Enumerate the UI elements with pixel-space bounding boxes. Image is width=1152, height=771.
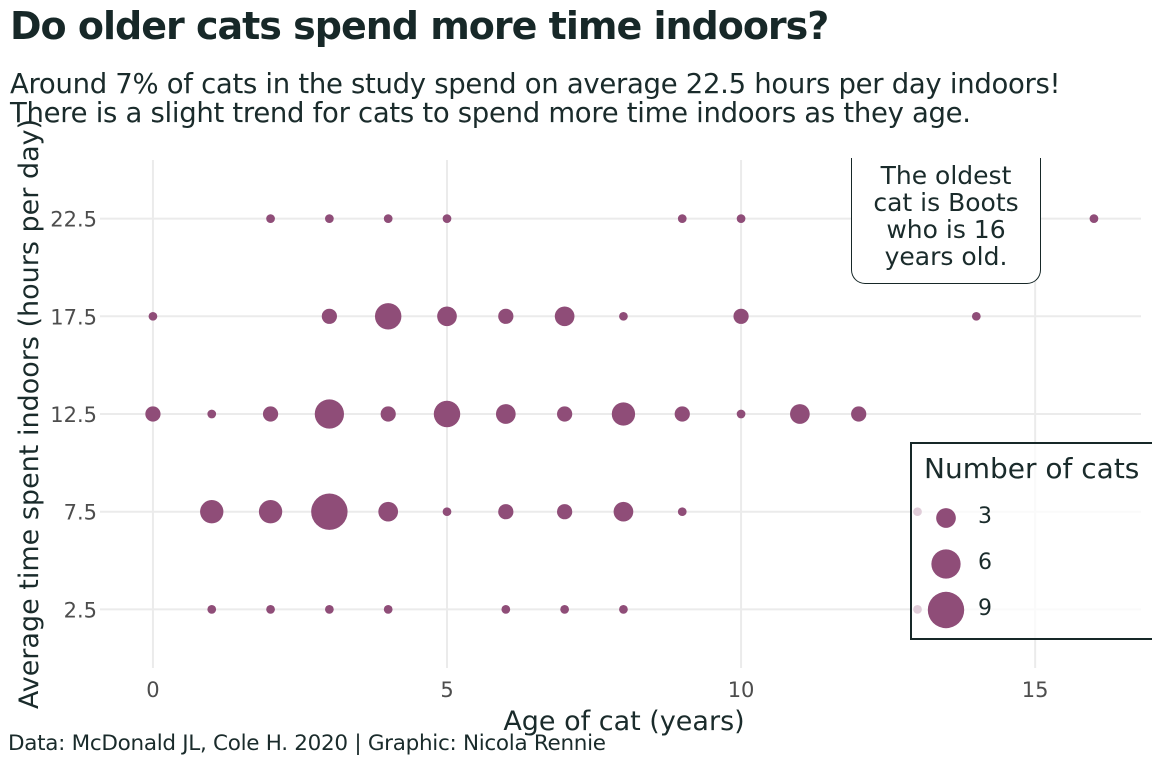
- data-point: [321, 308, 337, 324]
- y-axis-title: Average time spent indoors (hours per da…: [14, 119, 45, 709]
- data-point: [495, 404, 516, 424]
- x-axis-ticks: 0 5 10 15: [146, 678, 1048, 702]
- data-point: [262, 406, 279, 422]
- data-point: [258, 500, 283, 524]
- annotation-line: years old.: [884, 242, 1008, 271]
- data-point: [674, 406, 690, 422]
- data-point: [733, 308, 749, 324]
- legend-item: 6: [912, 542, 1112, 586]
- data-point: [560, 605, 569, 614]
- legend-label: 6: [978, 550, 992, 575]
- data-point: [207, 409, 217, 419]
- data-point: [442, 214, 452, 223]
- y-tick-label: 17.5: [50, 305, 97, 329]
- data-point: [380, 406, 396, 422]
- data-point: [378, 501, 399, 522]
- data-point: [374, 303, 402, 330]
- annotation-line: who is 16: [886, 215, 1006, 244]
- legend: Number of cats 3 6 9: [910, 442, 1152, 640]
- legend-label: 3: [978, 504, 992, 529]
- legend-item: 9: [912, 588, 1112, 632]
- y-axis-ticks: 2.5 7.5 12.5 17.5 22.5: [50, 208, 97, 623]
- legend-item: 3: [912, 496, 1112, 540]
- data-point: [325, 605, 334, 614]
- legend-circle: [927, 591, 965, 629]
- data-point: [148, 311, 158, 321]
- data-point: [736, 409, 746, 419]
- legend-key-circle: [927, 591, 965, 629]
- data-point: [311, 493, 348, 530]
- data-point: [498, 504, 514, 520]
- data-point: [613, 501, 634, 522]
- legend-title: Number of cats: [924, 452, 1140, 485]
- x-tick-label: 0: [146, 678, 159, 702]
- y-tick-label: 7.5: [64, 501, 97, 525]
- annotation-line: cat is Boots: [873, 188, 1019, 217]
- x-tick-label: 15: [1022, 678, 1049, 702]
- legend-label: 9: [978, 596, 992, 621]
- legend-circle: [936, 508, 956, 528]
- data-point: [736, 214, 746, 223]
- data-point: [207, 605, 217, 614]
- data-point: [325, 214, 334, 223]
- data-point: [1089, 214, 1099, 223]
- chart-caption: Data: McDonald JL, Cole H. 2020 | Graphi…: [8, 731, 606, 756]
- x-tick-label: 10: [728, 678, 755, 702]
- x-axis-title: Age of cat (years): [503, 706, 744, 737]
- x-tick-label: 5: [440, 678, 453, 702]
- data-point: [145, 406, 161, 422]
- data-point: [611, 402, 636, 426]
- data-point: [266, 605, 275, 614]
- legend-key-circle: [931, 549, 961, 579]
- data-point: [619, 605, 628, 614]
- y-tick-label: 2.5: [64, 598, 97, 622]
- annotation-line: The oldest: [880, 161, 1012, 190]
- data-point: [619, 311, 628, 321]
- data-point: [557, 406, 573, 422]
- data-point: [557, 504, 573, 520]
- legend-key-circle: [936, 508, 956, 528]
- data-point: [433, 400, 461, 428]
- data-point: [383, 605, 393, 614]
- data-point: [851, 406, 867, 422]
- data-point: [200, 500, 224, 524]
- annotation-box: The oldest cat is Boots who is 16 years …: [851, 158, 1041, 284]
- data-point: [442, 507, 452, 517]
- data-point: [437, 306, 457, 327]
- data-point: [677, 214, 687, 223]
- data-point: [501, 605, 511, 614]
- data-point: [314, 399, 345, 429]
- chart-title: Do older cats spend more time indoors?: [10, 4, 829, 48]
- data-point: [790, 404, 810, 424]
- data-point: [554, 306, 575, 327]
- y-tick-label: 22.5: [50, 208, 97, 232]
- data-point: [383, 214, 393, 223]
- legend-circle: [931, 549, 961, 579]
- data-point: [971, 311, 981, 321]
- y-tick-label: 12.5: [50, 403, 97, 427]
- data-point: [498, 308, 514, 324]
- chart-subtitle: Around 7% of cats in the study spend on …: [10, 68, 1061, 129]
- data-point: [677, 507, 687, 517]
- data-points: [145, 214, 1099, 614]
- data-point: [266, 214, 275, 223]
